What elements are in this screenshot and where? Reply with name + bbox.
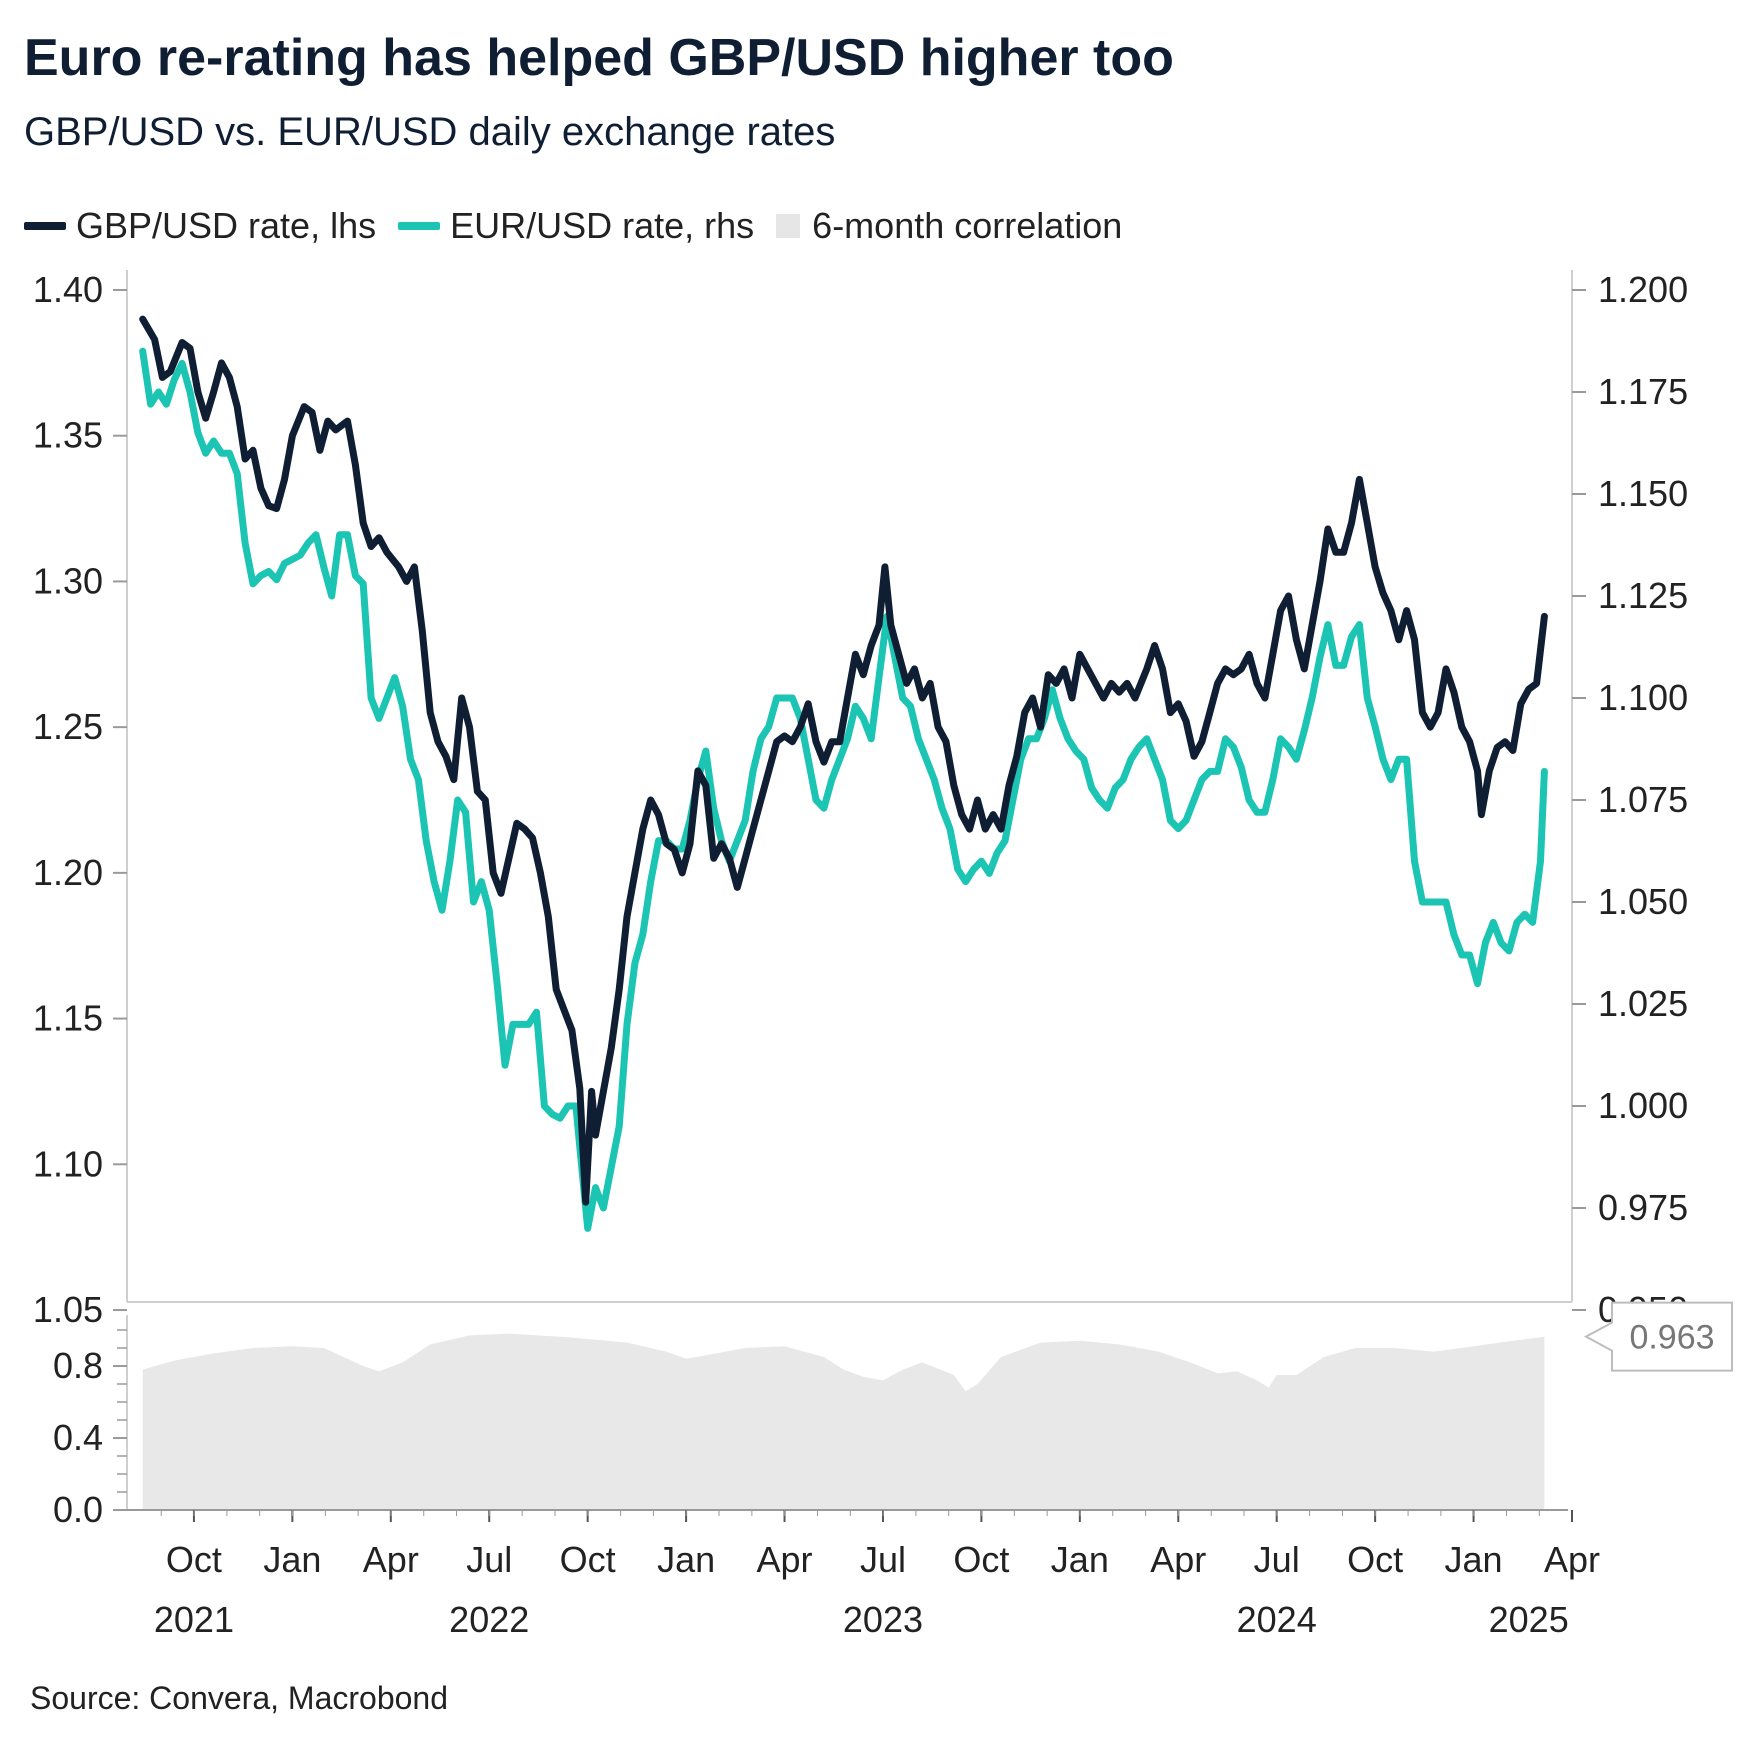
right-tick-label: 1.200 xyxy=(1598,269,1688,310)
right-tick-label: 1.050 xyxy=(1598,881,1688,922)
series-layer xyxy=(139,315,1548,1232)
legend: GBP/USD rate, lhs EUR/USD rate, rhs 6-mo… xyxy=(24,205,1144,247)
right-tick-label: 1.075 xyxy=(1598,779,1688,820)
x-tick-label: Jan xyxy=(1051,1539,1109,1580)
left-tick-label: 1.10 xyxy=(33,1143,103,1184)
eur-usd-line xyxy=(139,347,1548,1232)
legend-item-corr: 6-month correlation xyxy=(776,205,1122,247)
x-year-label: 2025 xyxy=(1489,1599,1569,1640)
right-tick-label: 1.025 xyxy=(1598,983,1688,1024)
correlation-panel xyxy=(142,1333,1545,1510)
left-tick-label: 1.40 xyxy=(33,269,103,310)
legend-swatch-gbp xyxy=(24,222,66,230)
legend-item-eur: EUR/USD rate, rhs xyxy=(398,205,754,247)
left-tick-label: 1.30 xyxy=(33,560,103,601)
right-tick-label: 1.150 xyxy=(1598,473,1688,514)
gbp-usd-line xyxy=(139,315,1548,1206)
x-tick-label: Jan xyxy=(657,1539,715,1580)
legend-item-gbp: GBP/USD rate, lhs xyxy=(24,205,376,247)
x-tick-label: Jan xyxy=(1445,1539,1503,1580)
x-year-label: 2024 xyxy=(1237,1599,1317,1640)
x-tick-label: Apr xyxy=(1150,1539,1206,1580)
legend-label-corr: 6-month correlation xyxy=(812,205,1123,246)
corr-tick-label: 0.8 xyxy=(53,1345,103,1386)
left-tick-label: 1.35 xyxy=(33,415,103,456)
x-tick-label: Jul xyxy=(1254,1539,1300,1580)
right-tick-label: 1.125 xyxy=(1598,575,1688,616)
left-tick-label: 1.25 xyxy=(33,706,103,747)
x-year-label: 2022 xyxy=(449,1599,529,1640)
corr-tick-label: 0.4 xyxy=(53,1417,103,1458)
axis-layer: 1.051.101.151.201.251.301.351.400.9500.9… xyxy=(33,269,1733,1640)
chart-title: Euro re-rating has helped GBP/USD higher… xyxy=(24,29,1174,87)
x-tick-label: Oct xyxy=(953,1539,1009,1580)
corr-tick-label: 0.0 xyxy=(53,1489,103,1530)
right-tick-label: 1.000 xyxy=(1598,1085,1688,1126)
correlation-callout xyxy=(1583,1301,1733,1372)
correlation-area xyxy=(142,1333,1545,1510)
left-tick-label: 1.15 xyxy=(33,998,103,1039)
x-tick-label: Oct xyxy=(1347,1539,1403,1580)
left-tick-label: 1.05 xyxy=(33,1289,103,1330)
correlation-callout-label: 0.963 xyxy=(1629,1319,1714,1357)
x-tick-label: Oct xyxy=(560,1539,616,1580)
right-tick-label: 1.175 xyxy=(1598,371,1688,412)
x-tick-label: Apr xyxy=(1544,1539,1600,1580)
chart-subtitle: GBP/USD vs. EUR/USD daily exchange rates xyxy=(24,110,836,154)
legend-swatch-eur xyxy=(398,222,441,230)
left-tick-label: 1.20 xyxy=(33,852,103,893)
legend-swatch-corr xyxy=(776,214,801,238)
x-year-label: 2023 xyxy=(843,1599,923,1640)
x-tick-label: Apr xyxy=(363,1539,419,1580)
x-tick-label: Jul xyxy=(466,1539,512,1580)
right-tick-label: 0.975 xyxy=(1598,1187,1688,1228)
right-tick-label: 1.100 xyxy=(1598,677,1688,718)
x-year-label: 2021 xyxy=(154,1599,234,1640)
source-note: Source: Convera, Macrobond xyxy=(30,1680,448,1716)
x-tick-label: Oct xyxy=(166,1539,222,1580)
x-tick-label: Jan xyxy=(263,1539,321,1580)
x-tick-label: Jul xyxy=(860,1539,906,1580)
legend-label-eur: EUR/USD rate, rhs xyxy=(450,205,755,246)
x-tick-label: Apr xyxy=(757,1539,813,1580)
legend-label-gbp: GBP/USD rate, lhs xyxy=(76,205,377,246)
